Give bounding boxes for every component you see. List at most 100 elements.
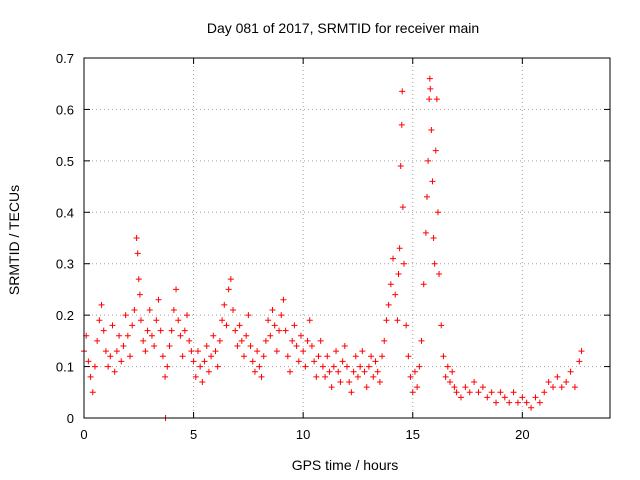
data-point xyxy=(396,245,403,252)
data-point xyxy=(567,368,574,375)
data-point xyxy=(528,404,535,411)
data-point xyxy=(317,337,324,344)
data-point xyxy=(111,368,118,375)
x-tick-label: 20 xyxy=(515,427,529,442)
data-point xyxy=(326,368,333,375)
data-point xyxy=(199,379,206,385)
data-point xyxy=(219,317,226,324)
data-point xyxy=(444,363,451,370)
data-point xyxy=(449,368,456,375)
data-point xyxy=(523,399,530,406)
data-point xyxy=(416,363,423,370)
data-point xyxy=(333,348,340,355)
data-point xyxy=(197,363,204,370)
data-point xyxy=(168,327,175,334)
x-axis-label: GPS time / hours xyxy=(292,457,399,473)
data-point xyxy=(442,373,449,380)
data-point xyxy=(328,384,335,391)
data-point xyxy=(258,373,265,380)
data-point xyxy=(120,343,127,349)
data-point xyxy=(457,394,464,401)
data-point xyxy=(395,271,402,277)
data-point xyxy=(545,379,552,385)
data-point xyxy=(127,353,134,360)
data-point xyxy=(280,296,287,303)
data-point xyxy=(273,348,280,355)
y-tick-label: 0.5 xyxy=(56,154,74,169)
data-point xyxy=(295,358,302,365)
data-point xyxy=(109,322,116,329)
y-tick-label: 0.7 xyxy=(56,51,74,66)
data-point xyxy=(306,317,313,324)
x-tick-label: 10 xyxy=(296,427,310,442)
data-point xyxy=(181,327,188,334)
data-point xyxy=(216,337,223,344)
data-point xyxy=(423,193,430,200)
data-point xyxy=(363,384,370,391)
y-axis-label: SRMTID / TECUs xyxy=(6,185,22,295)
gridlines xyxy=(84,58,610,418)
y-tick-label: 0.2 xyxy=(56,308,74,323)
data-point xyxy=(554,373,561,380)
data-point xyxy=(164,363,171,370)
data-point xyxy=(256,363,263,370)
data-point xyxy=(308,343,315,349)
data-point xyxy=(536,399,543,406)
data-point xyxy=(300,348,307,355)
data-point xyxy=(352,353,359,360)
data-point xyxy=(153,317,160,324)
data-point xyxy=(194,348,201,355)
x-tick-label: 5 xyxy=(190,427,197,442)
data-point xyxy=(249,358,256,365)
data-point xyxy=(175,317,182,324)
data-point xyxy=(124,332,131,339)
data-point xyxy=(374,368,381,375)
data-point xyxy=(451,384,458,391)
data-point xyxy=(429,178,436,185)
data-point xyxy=(510,389,517,396)
data-point xyxy=(361,368,368,375)
data-point xyxy=(87,373,94,380)
data-point xyxy=(330,363,337,370)
data-point xyxy=(201,358,208,365)
data-point xyxy=(392,291,399,298)
data-point xyxy=(571,384,578,391)
data-point xyxy=(293,343,300,349)
data-point xyxy=(471,379,478,385)
data-point xyxy=(267,332,274,339)
data-point xyxy=(399,204,406,211)
data-point xyxy=(398,121,405,128)
data-point xyxy=(302,363,309,370)
data-point xyxy=(385,301,392,308)
axis-ticks xyxy=(83,57,610,419)
data-point xyxy=(427,85,434,92)
data-point xyxy=(409,389,416,396)
data-point xyxy=(210,332,217,339)
data-point xyxy=(225,286,232,293)
x-tick-label: 0 xyxy=(80,427,87,442)
data-point xyxy=(420,281,427,288)
data-point xyxy=(381,337,388,344)
data-point xyxy=(434,209,441,216)
data-point xyxy=(291,322,298,329)
data-point xyxy=(113,348,120,355)
data-point xyxy=(289,337,296,344)
data-point xyxy=(144,327,151,334)
data-point xyxy=(155,296,162,303)
data-point xyxy=(466,389,473,396)
data-point xyxy=(170,307,177,313)
data-point xyxy=(407,373,414,380)
data-point xyxy=(260,353,267,360)
data-point xyxy=(148,332,155,339)
data-point xyxy=(140,337,147,344)
data-point xyxy=(184,312,191,319)
data-point xyxy=(405,353,412,360)
y-tick-label: 0.6 xyxy=(56,102,74,117)
y-tick-label: 0.3 xyxy=(56,257,74,272)
data-point xyxy=(440,353,447,360)
data-point xyxy=(179,353,186,360)
data-point xyxy=(142,348,149,355)
data-point xyxy=(245,312,252,319)
plot-frame xyxy=(83,57,611,419)
data-point xyxy=(558,384,565,391)
